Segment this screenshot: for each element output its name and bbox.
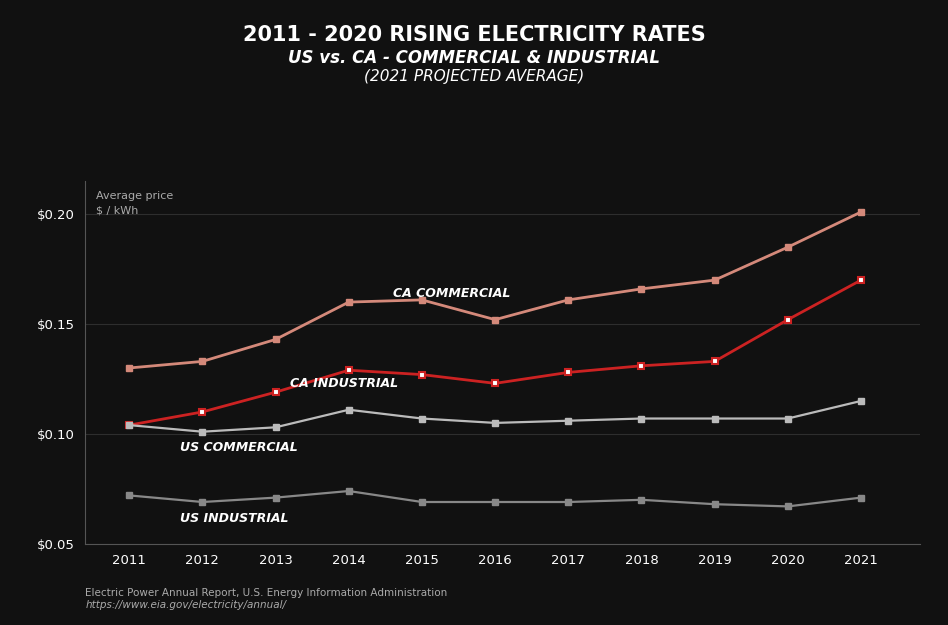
Text: https://www.eia.gov/electricity/annual/: https://www.eia.gov/electricity/annual/ (85, 600, 286, 610)
Text: CA INDUSTRIAL: CA INDUSTRIAL (290, 377, 398, 389)
Text: US INDUSTRIAL: US INDUSTRIAL (180, 512, 289, 525)
Text: (2021 PROJECTED AVERAGE): (2021 PROJECTED AVERAGE) (364, 69, 584, 84)
Text: US vs. CA - COMMERCIAL & INDUSTRIAL: US vs. CA - COMMERCIAL & INDUSTRIAL (288, 49, 660, 67)
Text: CA COMMERCIAL: CA COMMERCIAL (392, 287, 510, 299)
Text: Electric Power Annual Report, U.S. Energy Information Administration: Electric Power Annual Report, U.S. Energ… (85, 588, 447, 598)
Text: US COMMERCIAL: US COMMERCIAL (180, 441, 299, 454)
Text: 2011 - 2020 RISING ELECTRICITY RATES: 2011 - 2020 RISING ELECTRICITY RATES (243, 25, 705, 45)
Text: Average price
$ / kWh: Average price $ / kWh (97, 191, 173, 215)
